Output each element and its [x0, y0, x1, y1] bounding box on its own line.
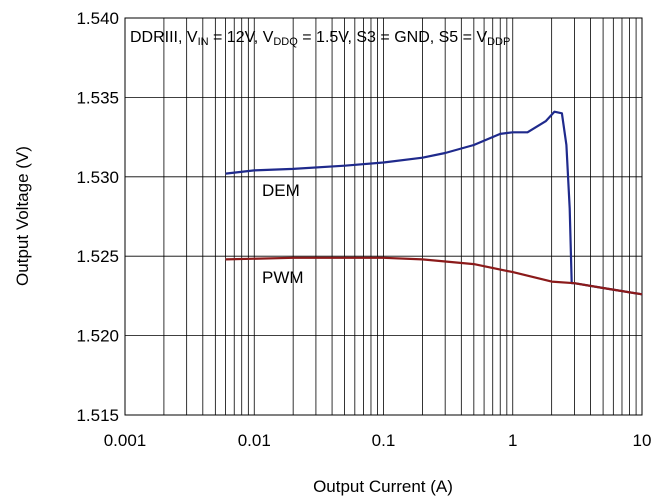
- y-tick-label: 1.520: [76, 327, 119, 346]
- annotation-subscript: DDP: [487, 36, 510, 48]
- x-tick-label: 0.01: [238, 431, 271, 450]
- annotation-text: DDRIII, V: [130, 29, 198, 46]
- annotation-text: = 12V, V: [209, 29, 274, 46]
- x-tick-label: 10: [633, 431, 652, 450]
- annotation: DDRIII, VIN = 12V, VDDQ = 1.5V, S3 = GND…: [130, 29, 510, 48]
- x-axis-label: Output Current (A): [313, 477, 453, 496]
- x-tick-label: 1: [508, 431, 517, 450]
- series-line: [225, 256, 643, 296]
- annotation-subscript: DDQ: [273, 36, 298, 48]
- y-tick-label: 1.530: [76, 168, 119, 187]
- plot-frame: [124, 17, 643, 416]
- series-line: [225, 110, 643, 296]
- y-tick-label: 1.515: [76, 406, 119, 425]
- series-label: DEM: [262, 181, 300, 200]
- y-axis-label: Output Voltage (V): [13, 146, 32, 286]
- y-tick-label: 1.525: [76, 247, 119, 266]
- annotation-text: = 1.5V, S3 = GND, S5 = V: [298, 29, 488, 46]
- y-tick-label: 1.540: [76, 9, 119, 28]
- y-tick-label: 1.535: [76, 88, 119, 107]
- annotation-subscript: IN: [198, 36, 209, 48]
- series-label: PWM: [262, 268, 304, 287]
- x-tick-label: 0.1: [372, 431, 396, 450]
- x-tick-label: 0.001: [104, 431, 147, 450]
